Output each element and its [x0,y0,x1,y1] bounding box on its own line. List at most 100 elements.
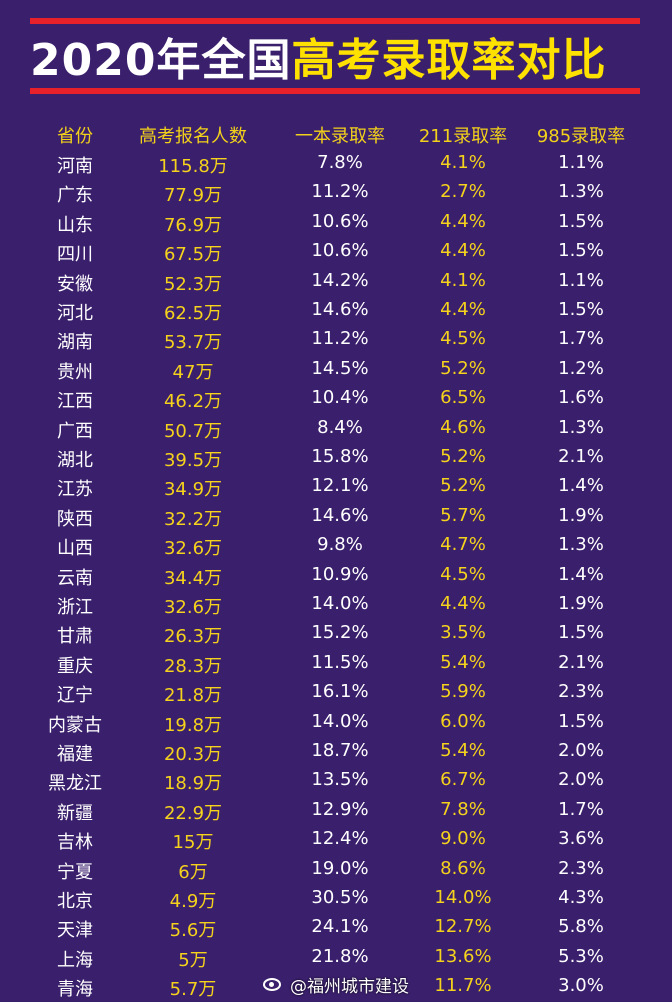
cell-applicants: 5.7万 [169,979,217,1001]
cell-province: 福建 [57,744,93,765]
cell-211-rate: 6.5% [440,387,486,409]
table-row: 黑龙江 18.9万 13.5% 6.7% 2.0% [0,767,672,796]
cell-tier1-rate: 24.1% [311,916,369,938]
watermark: @福州城市建设 [262,972,409,997]
cell-applicants: 34.4万 [163,567,223,589]
cell-province: 广西 [57,420,93,442]
table-row: 广东 77.9万 11.2% 2.7% 1.3% [0,179,672,208]
cell-985-rate: 1.5% [558,622,604,644]
cell-applicants: 19.8万 [163,714,223,736]
cell-tier1-rate: 12.4% [311,828,369,850]
cell-province: 广东 [57,185,93,207]
cell-tier1-rate: 14.0% [311,710,369,732]
cell-211-rate: 13.6% [434,945,492,967]
cell-985-rate: 1.2% [558,357,604,379]
cell-211-rate: 6.0% [440,710,486,732]
cell-211-rate: 5.4% [440,740,486,761]
cell-211-rate: 5.2% [440,446,486,467]
table-header: 省份 高考报名人数 一本录取率 211录取率 985录取率 [0,122,672,148]
cell-tier1-rate: 11.2% [311,328,369,350]
page-title: 2020年全国 高考录取率对比 [30,26,640,86]
cell-211-rate: 7.8% [440,798,486,820]
cell-province: 云南 [57,567,93,589]
cell-applicants: 115.8万 [158,156,228,177]
cell-985-rate: 1.5% [558,240,604,262]
cell-applicants: 67.5万 [163,244,223,266]
cell-applicants: 18.9万 [163,773,223,795]
cell-211-rate: 9.0% [440,828,486,850]
cell-tier1-rate: 14.2% [311,269,369,291]
cell-985-rate: 1.3% [558,534,604,556]
cell-211-rate: 2.7% [440,181,486,203]
table-row: 吉林 15万 12.4% 9.0% 3.6% [0,826,672,855]
table-row: 浙江 32.6万 14.0% 4.4% 1.9% [0,591,672,620]
cell-applicants: 22.9万 [163,802,223,824]
cell-211-rate: 4.4% [440,210,486,232]
cell-applicants: 32.2万 [163,508,223,530]
title-part-white: 2020年全国 [30,35,292,86]
cell-211-rate: 12.7% [434,916,492,938]
cell-applicants: 5.6万 [169,920,217,942]
cell-985-rate: 1.7% [558,798,604,820]
header-985-rate: 985录取率 [536,126,626,147]
table-row: 贵州 47万 14.5% 5.2% 1.2% [0,356,672,385]
cell-985-rate: 1.3% [558,181,604,203]
table-row: 广西 50.7万 8.4% 4.6% 1.3% [0,415,672,444]
cell-applicants: 21.8万 [163,685,223,707]
cell-tier1-rate: 10.6% [311,240,369,262]
cell-211-rate: 4.4% [440,240,486,262]
cell-985-rate: 2.3% [558,857,604,879]
cell-province: 上海 [57,949,93,971]
table-row: 宁夏 6万 19.0% 8.6% 2.3% [0,856,672,885]
cell-985-rate: 1.5% [558,710,604,732]
cell-tier1-rate: 15.8% [311,446,369,467]
cell-211-rate: 5.4% [440,651,486,673]
table-row: 青海 5.7万 11.7% 3.0% [0,973,672,1002]
cell-province: 天津 [57,920,93,942]
table-row: 河北 62.5万 14.6% 4.4% 1.5% [0,297,672,326]
cell-tier1-rate: 14.6% [311,504,369,526]
cell-province: 陕西 [57,508,93,530]
cell-211-rate: 4.4% [440,299,486,320]
table-row: 福建 20.3万 18.7% 5.4% 2.0% [0,738,672,767]
cell-211-rate: 4.5% [440,563,486,585]
cell-province: 安徽 [57,273,93,295]
cell-985-rate: 1.1% [558,269,604,291]
table-row: 重庆 28.3万 11.5% 5.4% 2.1% [0,650,672,679]
cell-tier1-rate: 7.8% [317,152,363,173]
cell-985-rate: 1.4% [558,563,604,585]
title-bottom-rule [30,88,640,94]
cell-211-rate: 4.5% [440,328,486,350]
cell-211-rate: 8.6% [440,857,486,879]
cell-tier1-rate: 21.8% [311,945,369,967]
cell-applicants: 6万 [178,861,208,883]
cell-applicants: 32.6万 [163,538,223,560]
cell-tier1-rate: 15.2% [311,622,369,644]
cell-province: 宁夏 [57,861,93,883]
cell-tier1-rate: 10.4% [311,387,369,409]
cell-applicants: 62.5万 [163,303,223,324]
cell-province: 山西 [57,538,93,560]
table-row: 安徽 52.3万 14.2% 4.1% 1.1% [0,268,672,297]
cell-211-rate: 14.0% [434,887,492,908]
cell-985-rate: 2.1% [558,651,604,673]
cell-province: 贵州 [57,361,93,383]
cell-985-rate: 2.0% [558,740,604,761]
cell-tier1-rate: 18.7% [311,740,369,761]
cell-province: 新疆 [57,802,93,824]
cell-province: 河南 [57,156,93,177]
cell-985-rate: 1.3% [558,416,604,438]
table-row: 湖南 53.7万 11.2% 4.5% 1.7% [0,326,672,355]
cell-applicants: 28.3万 [163,655,223,677]
cell-province: 山东 [57,214,93,236]
table-row: 江苏 34.9万 12.1% 5.2% 1.4% [0,473,672,502]
cell-province: 辽宁 [57,685,93,707]
cell-985-rate: 2.1% [558,446,604,467]
cell-applicants: 53.7万 [163,332,223,354]
cell-applicants: 39.5万 [163,450,223,471]
header-tier1-rate: 一本录取率 [295,126,385,147]
cell-applicants: 4.9万 [169,891,217,912]
title-part-yellow: 高考录取率对比 [291,35,607,86]
cell-applicants: 20.3万 [163,744,223,765]
table-row: 河南 115.8万 7.8% 4.1% 1.1% [0,150,672,179]
